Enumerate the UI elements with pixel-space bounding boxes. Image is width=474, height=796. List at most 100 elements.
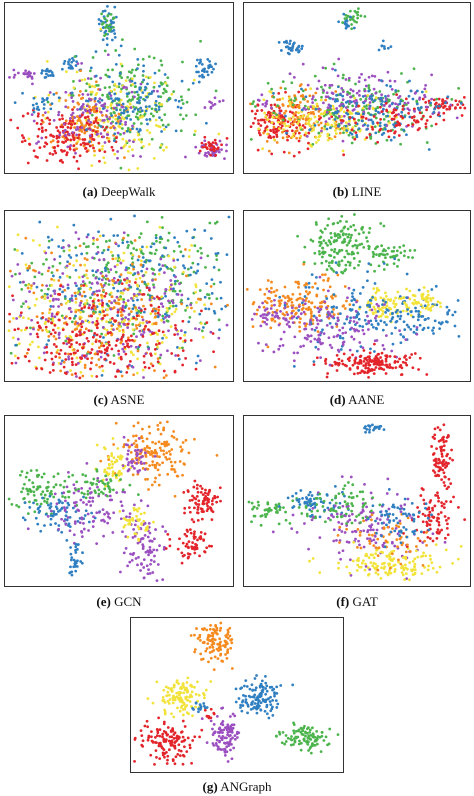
scatter-point [131, 77, 134, 81]
scatter-point [102, 135, 106, 139]
scatter-point [121, 308, 124, 312]
scatter-point [256, 148, 260, 152]
scatter-point [257, 127, 261, 131]
scatter-point [151, 454, 155, 458]
scatter-point [279, 121, 283, 125]
scatter-point [226, 303, 229, 307]
scatter-point [140, 269, 144, 273]
scatter-point [35, 468, 39, 472]
scatter-point [126, 240, 129, 244]
scatter-point [415, 326, 419, 329]
scatter-point [90, 84, 94, 88]
scatter-point [350, 252, 354, 256]
scatter-point [267, 149, 271, 153]
scatter-point [70, 320, 74, 324]
scatter-point [279, 337, 283, 341]
scatter-point [81, 103, 85, 106]
scatter-point [161, 336, 164, 340]
scatter-point [350, 141, 354, 145]
scatter-point [113, 111, 116, 115]
scatter-point [376, 110, 380, 114]
scatter-point [128, 139, 131, 142]
scatter-point [444, 101, 447, 105]
scatter-point [369, 113, 373, 117]
scatter-point [53, 331, 57, 335]
scatter-point [319, 241, 323, 244]
scatter-point [71, 56, 74, 60]
scatter-point [320, 129, 323, 133]
scatter-point [24, 355, 27, 359]
scatter-point [251, 102, 254, 106]
scatter-point [133, 74, 136, 78]
scatter-point [384, 300, 388, 304]
scatter-point [74, 372, 77, 375]
scatter-point [166, 239, 170, 242]
scatter-point [441, 102, 444, 106]
scatter-point [403, 301, 406, 305]
scatter-point [344, 22, 348, 26]
scatter-point [399, 314, 403, 318]
scatter-point [111, 283, 115, 287]
scatter-point [71, 119, 75, 123]
scatter-point [79, 143, 83, 147]
scatter-point [380, 93, 383, 97]
scatter-point [77, 167, 80, 171]
scatter-point [90, 348, 94, 351]
scatter-point [354, 131, 358, 134]
scatter-point [56, 225, 59, 229]
scatter-point [91, 335, 95, 339]
scatter-point [103, 102, 107, 106]
scatter-point [139, 106, 143, 110]
scatter-point [377, 304, 380, 308]
scatter-point [195, 301, 198, 304]
scatter-point [204, 143, 208, 146]
scatter-point [98, 234, 102, 238]
scatter-point [73, 55, 77, 59]
scatter-point [161, 254, 164, 258]
scatter-point [318, 319, 322, 323]
scatter-point [65, 322, 69, 326]
scatter-point [374, 291, 378, 295]
scatter-point [123, 323, 126, 327]
scatter-point [380, 361, 384, 364]
scatter-point [114, 270, 118, 274]
scatter-point [94, 50, 98, 54]
scatter-point [120, 504, 124, 508]
scatter-point [27, 359, 31, 363]
scatter-point [49, 514, 53, 518]
scatter-point [386, 114, 390, 118]
scatter-point [316, 306, 320, 310]
scatter-point [324, 357, 328, 361]
scatter-point [269, 136, 273, 140]
scatter-point [63, 297, 67, 301]
scatter-point [153, 454, 157, 458]
scatter-point [209, 285, 213, 288]
scatter-point [170, 312, 174, 316]
scatter-point [162, 376, 166, 380]
panel-c-asne [4, 210, 234, 382]
scatter-point [293, 94, 297, 97]
scatter-point [395, 249, 399, 253]
scatter-point [390, 349, 394, 353]
scatter-point [119, 517, 123, 521]
scatter-point [336, 99, 339, 103]
scatter-point [181, 117, 185, 121]
scatter-point [367, 245, 371, 249]
scatter-point [256, 104, 260, 107]
scatter-point [48, 118, 52, 122]
scatter-point [67, 132, 71, 136]
scatter-point [82, 522, 85, 525]
scatter-point [299, 312, 303, 316]
scatter-point [135, 283, 139, 287]
scatter-point [131, 459, 135, 463]
scatter-point [386, 298, 390, 301]
scatter-point [355, 133, 359, 137]
scatter-point [119, 370, 123, 374]
scatter-point [289, 39, 292, 43]
scatter-point [162, 87, 166, 91]
scatter-point [265, 99, 269, 103]
scatter-point [373, 125, 377, 129]
scatter-point [25, 471, 29, 475]
panel-e-gcn [4, 415, 234, 587]
scatter-point [310, 301, 314, 305]
